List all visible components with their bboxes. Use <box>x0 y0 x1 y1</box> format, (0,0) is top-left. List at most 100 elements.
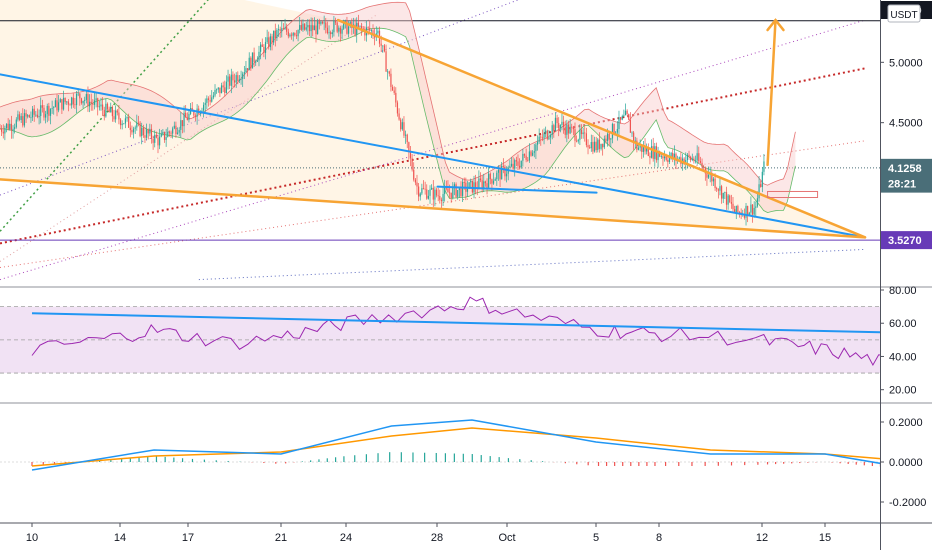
candle-body <box>717 189 719 191</box>
macd-line[interactable] <box>31 419 932 500</box>
candle-body <box>5 123 8 128</box>
blue-support-line[interactable] <box>436 185 598 194</box>
candle-body <box>361 25 363 29</box>
candle-body <box>533 151 535 153</box>
candle-body <box>494 179 496 181</box>
candle-body <box>468 182 470 189</box>
candle-body <box>18 114 21 121</box>
candle-body <box>483 181 485 189</box>
candle-body <box>577 139 579 142</box>
candle-body <box>517 161 519 166</box>
rsi-trendline-down[interactable] <box>31 312 932 365</box>
candle-body <box>118 112 120 120</box>
candle-body <box>580 129 583 135</box>
candle-body <box>452 187 454 198</box>
macd-histogram-bar <box>471 454 473 462</box>
target-arrow-line[interactable] <box>766 18 777 167</box>
candle-body <box>496 172 498 180</box>
time-tick-label: 21 <box>275 532 287 544</box>
macd-histogram-bar <box>53 462 56 465</box>
blue-trend-line[interactable] <box>0 73 866 239</box>
candle-body <box>175 125 177 134</box>
candle-body <box>49 108 52 116</box>
candle-body <box>248 57 250 71</box>
candle-body <box>605 138 607 141</box>
macd-histogram-bar <box>444 453 446 462</box>
candle-body <box>30 117 32 119</box>
candle-body <box>730 202 732 204</box>
candle-body <box>176 132 179 134</box>
macd-histogram-bar <box>766 462 769 465</box>
rsi-pane[interactable] <box>0 296 932 394</box>
candle-body <box>657 151 659 161</box>
candle-body <box>23 113 26 126</box>
macd-histogram-bar <box>173 457 175 462</box>
candle-body <box>279 29 281 32</box>
candle-body <box>536 141 539 145</box>
candle-body <box>61 99 63 110</box>
candle-body <box>725 192 728 205</box>
price-pane[interactable] <box>0 0 880 281</box>
macd-histogram-bar <box>191 458 194 462</box>
currency-badge[interactable] <box>887 4 921 23</box>
macd-histogram-bar <box>855 462 857 465</box>
candle-body <box>549 134 552 138</box>
candle-body <box>266 37 268 43</box>
candle-body <box>193 110 195 116</box>
candle-body <box>9 123 11 130</box>
candle-body <box>691 158 693 161</box>
macd-histogram-bar <box>480 455 482 462</box>
candle-body <box>646 147 648 152</box>
macd-histogram-bar <box>98 460 101 462</box>
candle-body <box>178 129 180 133</box>
macd-histogram-bar <box>310 460 312 462</box>
macd-pane[interactable] <box>0 419 932 500</box>
macd-histogram-bar <box>807 462 809 463</box>
candle-body <box>220 85 223 94</box>
wedge-upper-line[interactable] <box>336 18 867 239</box>
macd-histogram-bar <box>614 462 616 466</box>
candle-body <box>431 187 433 190</box>
candle-body <box>572 127 574 130</box>
time-tick-label: Oct <box>498 532 515 544</box>
candle-body <box>576 140 578 142</box>
time-axis[interactable]: 10 14 17 21 24 28 Oct 5 8 12 15 <box>26 523 831 544</box>
candle-body <box>398 113 400 120</box>
candle-body <box>4 127 6 134</box>
rsi-tick-label: 40.00 <box>889 351 917 363</box>
candle-body <box>633 132 635 142</box>
candle-body <box>734 209 736 213</box>
rsi-line[interactable] <box>31 296 932 394</box>
candle-body <box>320 21 322 24</box>
candle-body <box>207 98 210 101</box>
candle-body <box>313 25 315 31</box>
candle-body <box>620 117 622 120</box>
macd-signal-line[interactable] <box>31 427 932 492</box>
candle-body <box>654 146 656 159</box>
target-arrow-head[interactable] <box>766 18 785 32</box>
candle-body <box>295 35 298 37</box>
candle-body <box>53 107 55 108</box>
macd-histogram-bar <box>275 462 277 464</box>
macd-histogram-bar <box>181 458 184 462</box>
candle-body <box>347 26 350 34</box>
candle-body <box>492 180 495 184</box>
candle-body <box>532 152 534 156</box>
candle-body <box>750 204 752 213</box>
candle-body <box>561 121 563 126</box>
candle-body <box>145 129 148 138</box>
wedge-lower-line[interactable] <box>0 178 867 239</box>
candle-body <box>344 20 346 22</box>
macd-histogram-bar <box>326 458 328 462</box>
candle-body <box>712 178 715 182</box>
candle-body <box>183 112 185 127</box>
candle-body <box>129 127 131 131</box>
candle-body <box>261 44 263 47</box>
price-axis[interactable]: 4.5000 5.0000 80.00 60.00 40.00 20.00 0.2000 0.… <box>880 57 926 509</box>
candle-body <box>97 98 99 108</box>
macd-histogram-bar <box>638 462 640 466</box>
candle-body <box>48 105 50 116</box>
candle-body <box>559 125 561 129</box>
candle-body <box>222 85 224 88</box>
